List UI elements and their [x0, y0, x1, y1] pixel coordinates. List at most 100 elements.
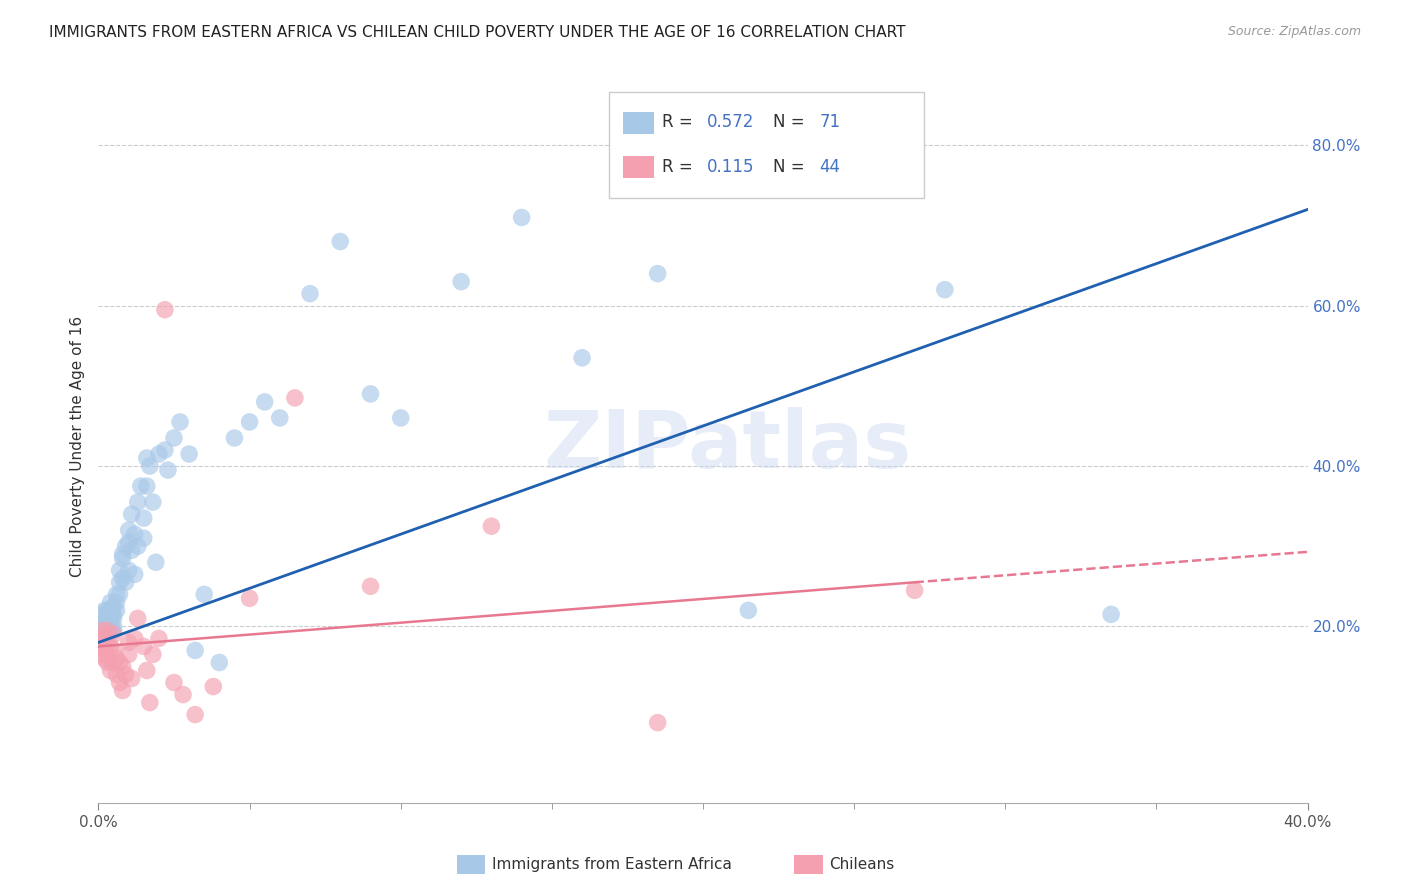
Immigrants from Eastern Africa	[118, 563, 141, 577]
Chileans	[103, 643, 125, 657]
Chileans	[142, 648, 165, 662]
Immigrants from Eastern Africa	[90, 615, 112, 630]
Immigrants from Eastern Africa	[103, 611, 125, 625]
Chileans	[111, 683, 134, 698]
Immigrants from Eastern Africa	[269, 411, 291, 425]
Immigrants from Eastern Africa	[450, 275, 472, 289]
Immigrants from Eastern Africa	[299, 286, 322, 301]
Immigrants from Eastern Africa	[934, 283, 956, 297]
Chileans	[93, 640, 115, 654]
Y-axis label: Child Poverty Under the Age of 16: Child Poverty Under the Age of 16	[69, 316, 84, 576]
Immigrants from Eastern Africa	[132, 511, 155, 525]
Immigrants from Eastern Africa	[647, 267, 669, 281]
Immigrants from Eastern Africa	[100, 595, 122, 609]
Immigrants from Eastern Africa	[571, 351, 593, 365]
Immigrants from Eastern Africa	[100, 624, 122, 638]
Immigrants from Eastern Africa	[179, 447, 201, 461]
Text: 0.572: 0.572	[707, 113, 755, 131]
Immigrants from Eastern Africa	[127, 495, 149, 509]
Chileans	[284, 391, 307, 405]
Text: N =: N =	[773, 113, 804, 131]
Immigrants from Eastern Africa	[148, 447, 170, 461]
Immigrants from Eastern Africa	[208, 656, 231, 670]
Immigrants from Eastern Africa	[121, 543, 143, 558]
Text: R =: R =	[662, 113, 693, 131]
Immigrants from Eastern Africa	[93, 619, 115, 633]
Immigrants from Eastern Africa	[145, 555, 167, 569]
Immigrants from Eastern Africa	[96, 607, 118, 622]
Text: 44: 44	[820, 158, 841, 176]
Immigrants from Eastern Africa	[108, 587, 131, 601]
Immigrants from Eastern Africa	[253, 395, 276, 409]
Immigrants from Eastern Africa	[118, 523, 141, 537]
Chileans	[118, 648, 141, 662]
Chileans	[108, 656, 131, 670]
Chileans	[647, 715, 669, 730]
Chileans	[90, 648, 112, 662]
Immigrants from Eastern Africa	[153, 442, 176, 457]
Chileans	[90, 624, 112, 638]
Immigrants from Eastern Africa	[129, 479, 152, 493]
Chileans	[184, 707, 207, 722]
Chileans	[163, 675, 186, 690]
Immigrants from Eastern Africa	[169, 415, 191, 429]
Text: IMMIGRANTS FROM EASTERN AFRICA VS CHILEAN CHILD POVERTY UNDER THE AGE OF 16 CORR: IMMIGRANTS FROM EASTERN AFRICA VS CHILEA…	[49, 25, 905, 40]
Chileans	[202, 680, 225, 694]
Chileans	[904, 583, 927, 598]
Immigrants from Eastern Africa	[96, 624, 118, 638]
Chileans	[105, 651, 128, 665]
Immigrants from Eastern Africa	[108, 563, 131, 577]
Text: 71: 71	[820, 113, 841, 131]
Chileans	[96, 624, 118, 638]
Immigrants from Eastern Africa	[1099, 607, 1122, 622]
Chileans	[103, 656, 125, 670]
Immigrants from Eastern Africa	[127, 539, 149, 553]
Chileans	[90, 640, 112, 654]
Chileans	[96, 648, 118, 662]
Immigrants from Eastern Africa	[108, 575, 131, 590]
Immigrants from Eastern Africa	[132, 531, 155, 545]
Chileans	[114, 667, 136, 681]
Immigrants from Eastern Africa	[114, 539, 136, 553]
Immigrants from Eastern Africa	[105, 595, 128, 609]
Immigrants from Eastern Africa	[163, 431, 186, 445]
Immigrants from Eastern Africa	[93, 632, 115, 646]
Chileans	[111, 659, 134, 673]
Immigrants from Eastern Africa	[96, 611, 118, 625]
Chileans	[124, 632, 146, 646]
Immigrants from Eastern Africa	[105, 603, 128, 617]
Chileans	[103, 627, 125, 641]
Immigrants from Eastern Africa	[93, 619, 115, 633]
Chileans	[139, 696, 162, 710]
Immigrants from Eastern Africa	[103, 624, 125, 638]
Text: Immigrants from Eastern Africa: Immigrants from Eastern Africa	[492, 857, 733, 871]
Text: Source: ZipAtlas.com: Source: ZipAtlas.com	[1227, 25, 1361, 38]
Chileans	[153, 302, 176, 317]
Chileans	[127, 611, 149, 625]
Immigrants from Eastern Africa	[90, 607, 112, 622]
Text: 0.115: 0.115	[707, 158, 755, 176]
Immigrants from Eastern Africa	[121, 507, 143, 521]
Immigrants from Eastern Africa	[135, 479, 157, 493]
Chileans	[96, 635, 118, 649]
Text: R =: R =	[662, 158, 693, 176]
Immigrants from Eastern Africa	[103, 619, 125, 633]
Chileans	[93, 627, 115, 641]
Chileans	[108, 675, 131, 690]
Immigrants from Eastern Africa	[118, 535, 141, 549]
Chileans	[105, 667, 128, 681]
Immigrants from Eastern Africa	[103, 607, 125, 622]
Immigrants from Eastern Africa	[389, 411, 412, 425]
Chileans	[132, 640, 155, 654]
Immigrants from Eastern Africa	[111, 571, 134, 585]
Chileans	[118, 635, 141, 649]
Immigrants from Eastern Africa	[111, 547, 134, 561]
Immigrants from Eastern Africa	[105, 587, 128, 601]
Immigrants from Eastern Africa	[737, 603, 759, 617]
Immigrants from Eastern Africa	[156, 463, 179, 477]
Immigrants from Eastern Africa	[100, 611, 122, 625]
Immigrants from Eastern Africa	[193, 587, 215, 601]
Chileans	[121, 672, 143, 686]
Chileans	[100, 664, 122, 678]
Immigrants from Eastern Africa	[103, 599, 125, 614]
